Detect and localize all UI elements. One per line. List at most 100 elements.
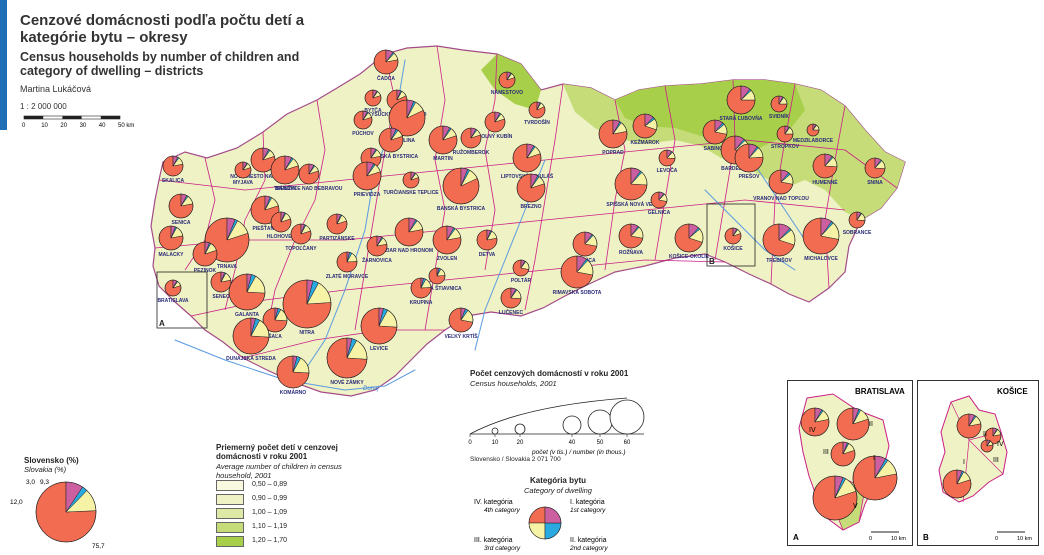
district-pie [812,153,838,179]
avg-class-3: 1,00 – 1,09 [216,508,316,519]
district-label: VRANOV NAD TOPĽOU [753,196,809,202]
district-pie [164,279,182,297]
district-label: SABINOV [704,146,727,152]
avg-legend-title: Priemerný počet detí v cenzovej domácnos… [216,443,338,461]
district-label: KOŠICE-OKOLIE [669,252,710,260]
accent-bar [0,0,7,130]
district-label: BYTČA [364,107,382,114]
district-label: SNINA [867,180,883,186]
ke-pie-i [942,469,972,499]
ba-part-v: V [853,503,858,510]
title-sk: Cenzové domácnosti podľa počtu detí a ka… [20,12,305,46]
ba-pie-v [812,475,858,521]
district-label: BRATISLAVA [157,298,188,304]
district-pie [776,125,794,143]
district-pie [250,195,280,225]
district-label: SENICA [172,220,191,226]
map-scale: 1 : 2 000 000 [20,102,67,111]
district-pie [378,127,404,153]
district-pie [402,171,420,189]
inset-bratislava: BRATISLAVA IV III II I V A 0 10 km [787,380,913,546]
district-label: BARDEJOV [721,166,749,172]
slovakia-pie-label-0: 75,7 [92,543,105,550]
cat1-label: I. kategória [570,499,605,506]
district-label: POPRAD [602,150,624,156]
ba-part-ii: II [869,421,873,428]
district-label: MALACKY [159,252,185,258]
district-label: GELNICA [648,210,671,216]
district-label: ZLATÉ MORAVCE [326,272,369,280]
district-pie [232,317,270,355]
district-pie [290,223,312,245]
district-pie [674,223,704,253]
ke-scale-10: 10 km [1017,536,1032,542]
district-label: PARTIZÁNSKE [319,235,355,242]
district-label: ČADCA [377,75,395,82]
district-pie [282,279,332,329]
size-legend-total: Slovensko / Slovakia 2 071 700 [470,456,561,463]
district-pie [560,255,594,289]
size-legend: 0 10 20 40 50 60 počet (v tis.) / number (in t… [468,397,645,456]
district-label: DUNAJSKÁ STREDA [226,355,276,362]
title-block: Cenzové domácnosti podľa počtu detí a ka… [20,12,320,111]
district-pie [410,277,432,299]
district-pie [432,225,462,255]
ke-part-iii: III [993,457,999,464]
district-label: ŽARNOVICA [362,256,392,264]
district-pie [476,229,498,251]
district-label: GALANTA [235,312,259,318]
ba-part-iii: III [823,449,829,456]
district-pie [228,273,266,311]
district-pie [460,127,482,149]
district-label: POVAŽSKÁ BYSTRICA [364,152,419,160]
district-pie [658,149,676,167]
slovakia-pie-label-1: 12,0 [10,499,23,506]
ke-part-iv: IV [997,441,1004,448]
district-label: TRNAVA [217,264,237,270]
scale-bar: 0 10 20 30 40 50 km [22,115,134,129]
ba-pie-iv [800,407,830,437]
district-label: SVIDNÍK [769,112,790,120]
district-pie [528,101,546,119]
district-pie [366,235,388,257]
district-label: TREBIŠOV [766,256,792,264]
category-legend-title: Kategória bytu [529,476,586,485]
size-tick: 20 [517,440,524,446]
district-label: SENEC [212,294,230,300]
ba-pie-iii [830,441,856,467]
district-label: TURČIANSKE TEPLICE [383,189,439,196]
inset-letter-b: B [923,533,929,542]
district-label: PEZINOK [194,268,217,274]
size-tick: 60 [624,440,631,446]
district-label: PÚCHOV [352,130,374,137]
ba-pie-i [852,455,898,501]
district-label: SPIŠSKÁ NOVÁ VES [606,200,656,208]
district-pie [270,211,292,233]
category-legend-subtitle: Category of dwelling [524,486,592,495]
ke-part-ii: II [983,431,987,438]
district-pie [802,217,840,255]
district-label: ZVOLEN [437,256,458,262]
cat2-label-en: 2nd category [569,545,608,552]
district-pie [762,223,796,257]
district-label: KRUPINA [410,300,433,306]
district-pie [373,49,399,75]
size-tick: 10 [492,440,499,446]
ba-part-iv: IV [809,427,816,434]
ke-part-i: I [963,459,965,466]
slovakia-pie: 9,3 3,0 12,0 75,7 [10,479,105,550]
inset-marker-b: B [709,257,715,266]
title-en: Census households by number of children … [20,50,300,78]
size-legend-slovensko-label: Slovensko / Slovakia [470,456,530,463]
slovakia-pie-title: Slovensko (%) [24,456,79,465]
district-pie [618,223,644,249]
cat3-label-en: 3rd category [484,545,521,552]
scale-tick: 0 [22,123,26,129]
district-label: RIMAVSKÁ SOBOTA [553,289,602,296]
avg-class-4: 1,10 – 1,19 [216,522,316,533]
district-pie [326,337,368,379]
district-label: PREŠOV [739,172,761,180]
inset-frame-b [706,203,756,267]
